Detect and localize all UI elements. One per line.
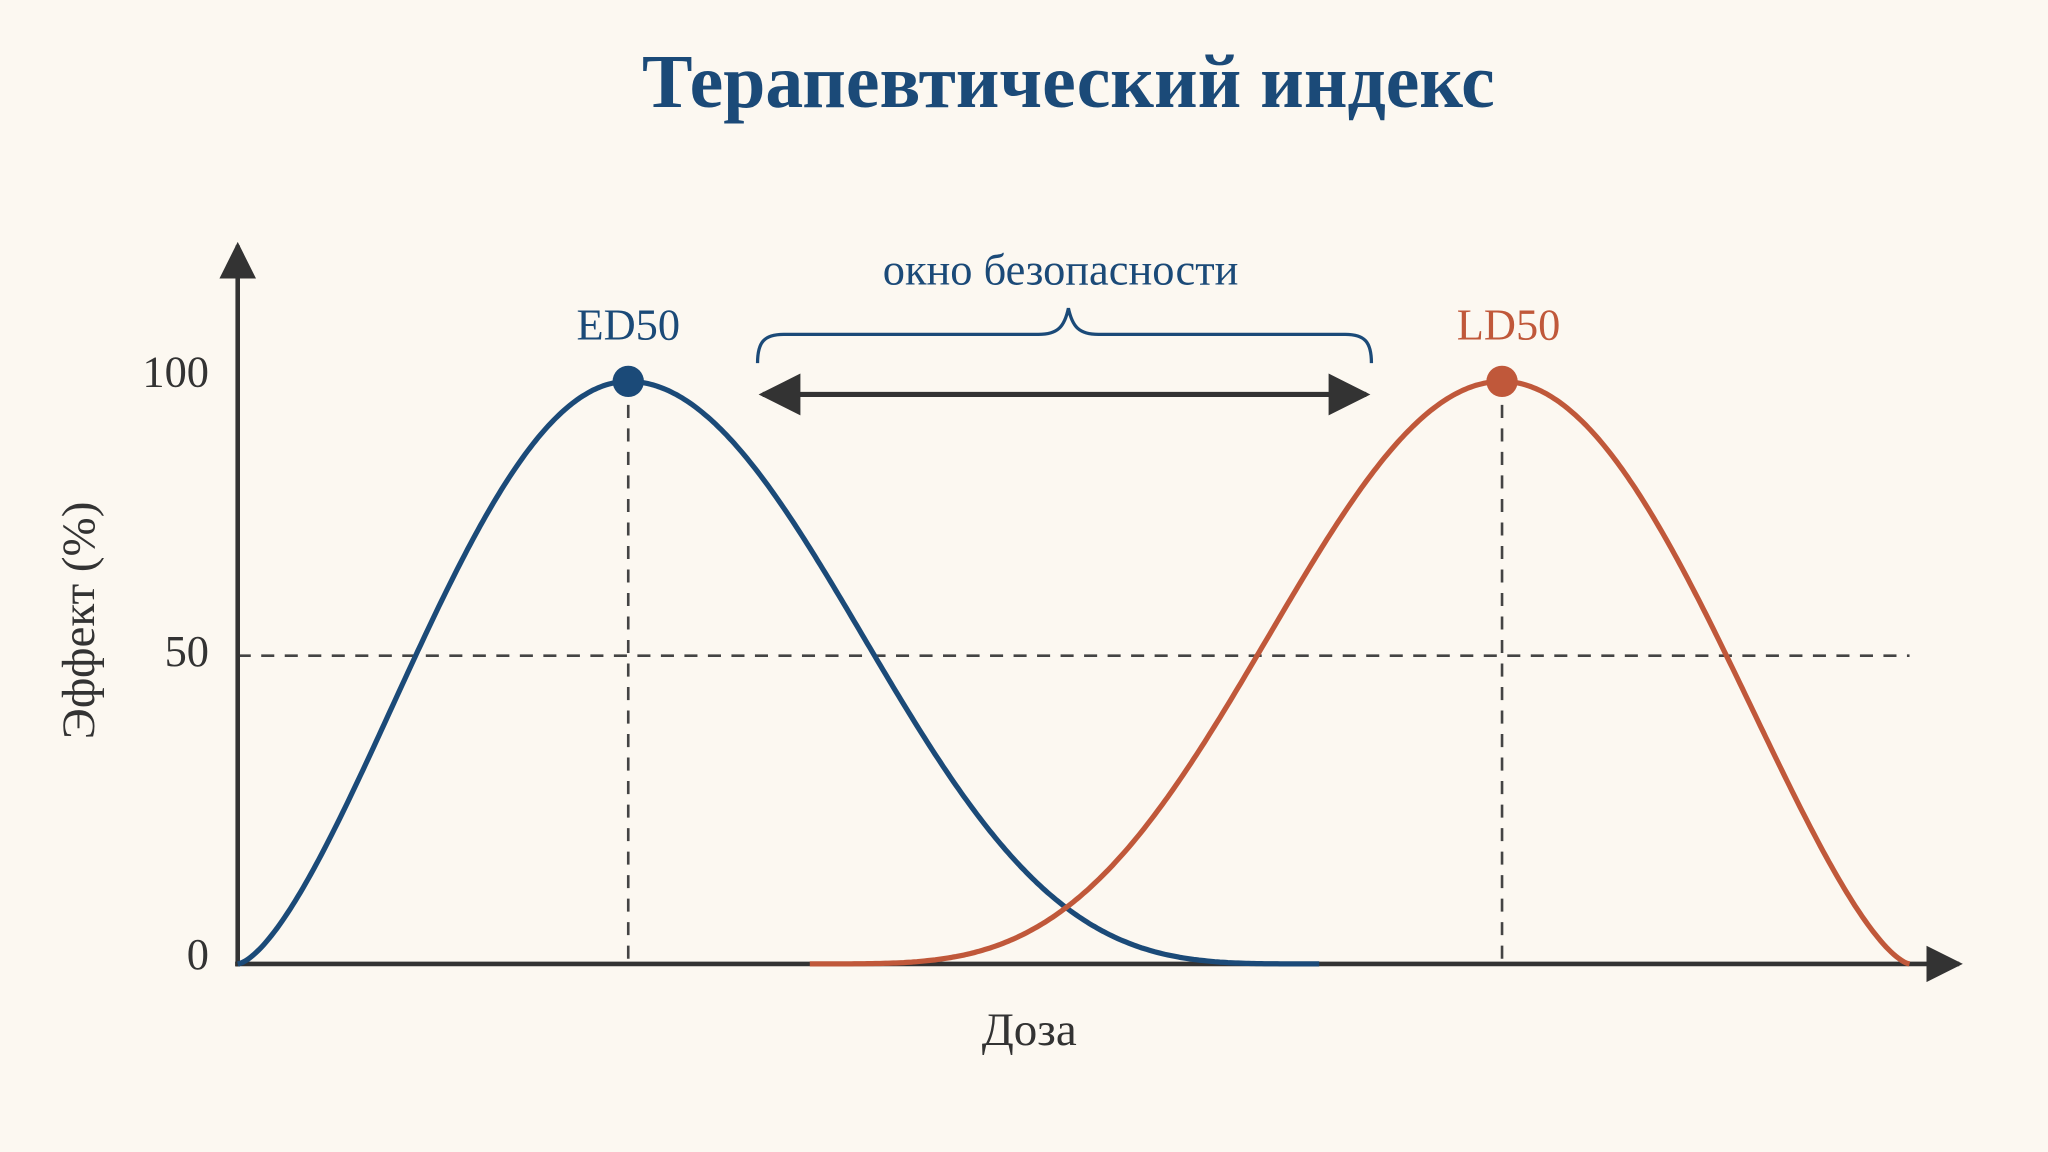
y-tick-label: 0 xyxy=(187,929,209,979)
ed50-curve xyxy=(237,378,1320,967)
window-brace xyxy=(755,307,1374,364)
ed50-point xyxy=(612,365,644,398)
ld50-point xyxy=(1486,365,1518,398)
window-label: окно безопасности xyxy=(883,245,1239,295)
chart-title: Терапевтический индекс xyxy=(642,40,1495,124)
ld50-curve xyxy=(809,378,1911,967)
y-tick-label: 50 xyxy=(165,626,209,676)
y-axis-label: Эффект (%) xyxy=(53,502,105,740)
ld50-label: LD50 xyxy=(1457,300,1561,350)
y-tick-label: 100 xyxy=(142,346,209,396)
ed50-label: ED50 xyxy=(576,300,680,350)
x-axis-label: Доза xyxy=(982,1004,1077,1056)
